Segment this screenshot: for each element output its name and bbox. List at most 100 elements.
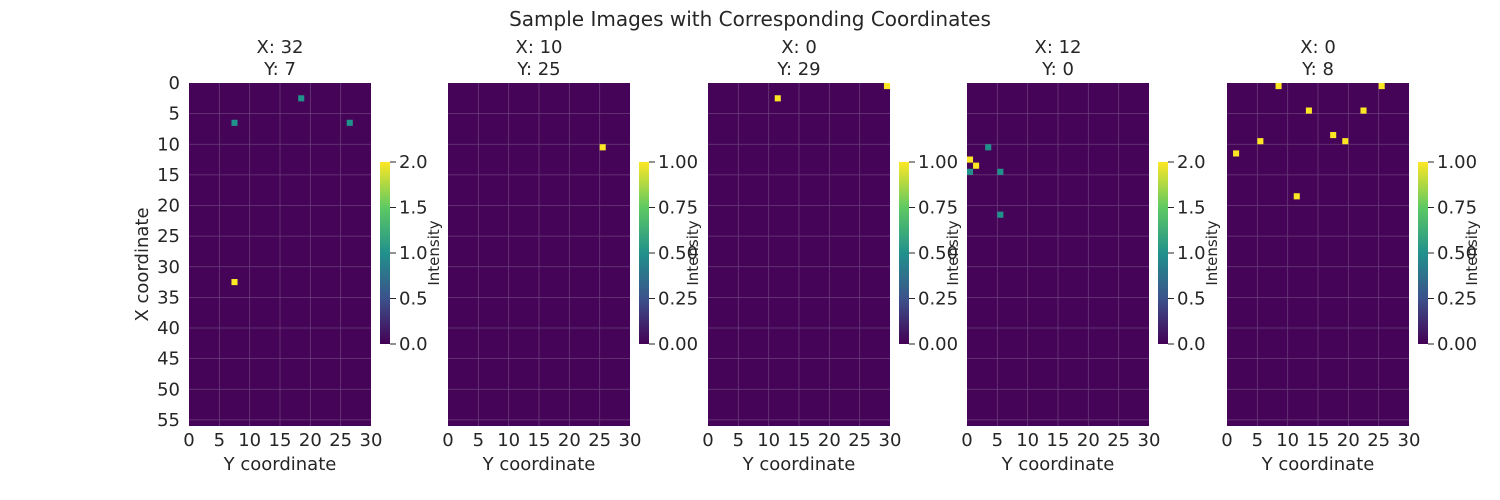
x-tick-label: 10 — [1016, 430, 1039, 451]
subplot-1: X: 32Y: 70 5 10 15 20 25 30Y coordinate0510152… — [132, 37, 443, 475]
subplot-2: X: 10Y: 25 0 5 10 15 20 25 30 Y coordinate 0.00 0.… — [442, 37, 702, 475]
colorbar-tick-label: 0.25 — [1437, 289, 1477, 310]
colorbar-tick-label: 0.25 — [658, 289, 698, 310]
colorbar — [639, 162, 649, 344]
y-tick-label: 30 — [157, 257, 180, 278]
x-tick-label: 10 — [757, 430, 780, 451]
colorbar-label: Intensity — [1203, 220, 1221, 285]
y-tick-label: 20 — [157, 196, 180, 217]
x-tick-label: 20 — [818, 430, 841, 451]
x-tick-label: 25 — [588, 430, 611, 451]
colorbar-tick-label: 0.00 — [1437, 334, 1477, 355]
x-tick-label: 5 — [1252, 430, 1263, 451]
colorbar-tick-label: 1.00 — [658, 152, 698, 173]
colorbar-tick-label: 1.00 — [918, 152, 958, 173]
x-tick-label: 15 — [528, 430, 551, 451]
x-tick-label: 20 — [299, 430, 322, 451]
subplot-3: X: 0Y: 29 0 5 10 15 20 25 30 Y coordinate 0.00 0.2… — [702, 37, 962, 475]
data-cell — [599, 144, 606, 151]
subplot-title-line: X: 32 — [256, 37, 303, 58]
x-tick-label: 5 — [992, 430, 1003, 451]
data-cell — [231, 279, 238, 286]
subplot-title-line: X: 12 — [1034, 37, 1081, 58]
subplot-title-line: X: 0 — [1300, 37, 1336, 58]
x-tick-label: 15 — [1047, 430, 1070, 451]
data-cell — [997, 168, 1004, 175]
colorbar-tick-label: 0.75 — [918, 198, 958, 219]
data-cell — [883, 83, 890, 90]
y-tick-label: 55 — [157, 410, 180, 431]
data-cell — [231, 119, 238, 126]
data-cell — [997, 211, 1004, 218]
colorbar-tick-label: 0.75 — [1437, 198, 1477, 219]
x-tick-label: 20 — [1337, 430, 1360, 451]
x-tick-label: 30 — [1138, 430, 1161, 451]
subplot-title-line: Y: 29 — [776, 59, 820, 80]
data-cell — [1360, 107, 1367, 114]
colorbar-tick-label: 0.5 — [1177, 289, 1206, 310]
x-tick-label: 5 — [214, 430, 225, 451]
data-cell — [1257, 138, 1264, 145]
data-cell — [973, 162, 980, 169]
data-cell — [346, 119, 353, 126]
data-cell — [967, 156, 974, 163]
x-tick-label: 30 — [619, 430, 642, 451]
colorbar-label: Intensity — [944, 220, 962, 285]
subplot-5: X: 0Y: 8 0 5 10 15 20 25 30 Y coordinate 0.00 0.25… — [1221, 37, 1481, 475]
x-tick-label: 30 — [360, 430, 383, 451]
data-cell — [967, 168, 974, 175]
x-tick-label: 5 — [473, 430, 484, 451]
subplot-4: X: 12Y: 0 0 5 10 15 20 25 30 Y coordinate 0.0 0.5 1… — [961, 37, 1221, 475]
colorbar-tick-label: 0.0 — [399, 334, 428, 355]
x-tick-label: 25 — [329, 430, 352, 451]
colorbar-tick-label: 2.0 — [399, 152, 428, 173]
colorbar-tick-label: 0.00 — [918, 334, 958, 355]
x-tick-label: 25 — [1107, 430, 1130, 451]
x-tick-label: 30 — [1398, 430, 1421, 451]
colorbar-tick-label: 0.5 — [399, 289, 428, 310]
figure-title: Sample Images with Corresponding Coordin… — [509, 7, 991, 31]
x-tick-label: 25 — [1367, 430, 1390, 451]
subplots: X: 32Y: 70 5 10 15 20 25 30Y coordinate0510152… — [132, 37, 1481, 475]
y-tick-label: 35 — [157, 287, 180, 308]
data-cell — [1342, 138, 1349, 145]
colorbar-tick-label: 0.75 — [658, 198, 698, 219]
data-cell — [1330, 132, 1337, 139]
x-axis-label: Y coordinate — [482, 454, 596, 475]
colorbar-tick-label: 0.0 — [1177, 334, 1206, 355]
y-tick-label: 5 — [169, 104, 180, 125]
data-cell — [1275, 83, 1282, 90]
subplot-title-line: Y: 8 — [1301, 59, 1334, 80]
subplot-title-line: X: 0 — [781, 37, 817, 58]
subplot-title-line: Y: 7 — [263, 59, 296, 80]
colorbar-tick-label: 1.00 — [1437, 152, 1477, 173]
colorbar — [380, 162, 390, 344]
x-tick-label: 15 — [269, 430, 292, 451]
y-tick-label: 50 — [157, 379, 180, 400]
subplot-title-line: Y: 0 — [1041, 59, 1074, 80]
colorbar — [899, 162, 909, 344]
x-tick-label: 20 — [558, 430, 581, 451]
colorbar-tick-label: 1.0 — [1177, 243, 1206, 264]
colorbar — [1158, 162, 1168, 344]
data-cell — [1378, 83, 1385, 90]
y-tick-label: 15 — [157, 165, 180, 186]
colorbar-tick-label: 1.0 — [399, 243, 428, 264]
data-cell — [1305, 107, 1312, 114]
colorbar-tick-label: 0.50 — [658, 243, 698, 264]
colorbar-tick-label: 0.00 — [658, 334, 698, 355]
subplot-title-line: Y: 25 — [516, 59, 560, 80]
colorbar-label: Intensity — [684, 220, 702, 285]
data-cell — [985, 144, 992, 151]
colorbar-tick-label: 1.5 — [1177, 198, 1206, 219]
x-axis-label: Y coordinate — [223, 454, 337, 475]
y-tick-label: 25 — [157, 226, 180, 247]
colorbar-label: Intensity — [425, 220, 443, 285]
data-cell — [1293, 193, 1300, 200]
x-tick-label: 0 — [183, 430, 194, 451]
x-tick-label: 0 — [961, 430, 972, 451]
x-axis-label: Y coordinate — [1001, 454, 1115, 475]
y-axis-label: X coordinate — [132, 207, 153, 321]
data-cell — [1233, 150, 1240, 157]
